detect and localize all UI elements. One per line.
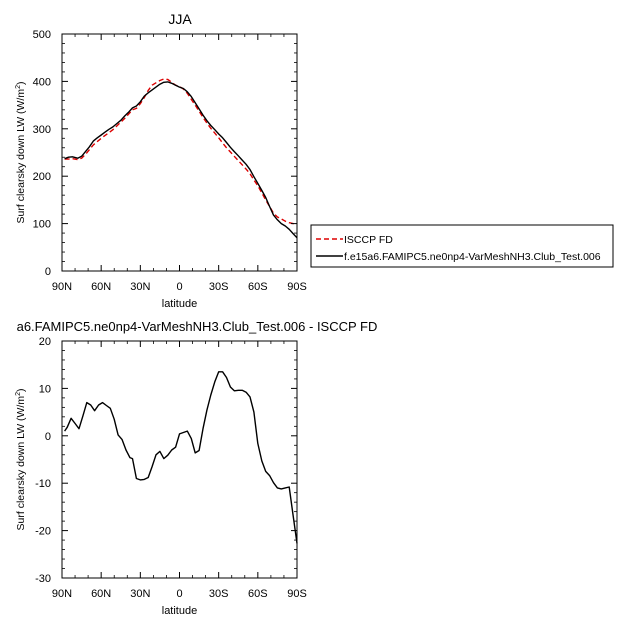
x-tick-label: 60N	[91, 588, 111, 600]
y-tick-label: 400	[33, 76, 51, 88]
y-tick-label: 200	[33, 171, 51, 183]
top-panel-jja: JJA 0 100 200 300 400 500 90N 60N 30N 0 30S 60S 90S la…	[15, 11, 307, 310]
x-axis-label: latitude	[162, 605, 197, 617]
y-tick-label: 10	[39, 383, 51, 395]
x-tick-label: 60N	[91, 281, 111, 293]
legend: ISCCP FD f.e15a6.FAMIPC5.ne0np4-VarMeshNH…	[310, 224, 614, 268]
y-tick-label: -10	[35, 478, 51, 490]
y-axis-label: Surf clearsky down LW (W/m2)	[15, 389, 27, 531]
plot-frame	[61, 33, 298, 272]
legend-label-2: f.e15a6.FAMIPC5.ne0np4-VarMeshNH3.Club_T…	[344, 251, 601, 263]
series-line-1	[64, 371, 298, 544]
x-tick-label: 90N	[52, 588, 72, 600]
bottom-panel-difference: a6.FAMIPC5.ne0np4-VarMeshNH3.Club_Test.0…	[15, 319, 377, 617]
y-tick-label: 20	[39, 336, 51, 348]
chart-title: JJA	[168, 11, 192, 27]
y-tick-label: 500	[33, 29, 51, 41]
y-tick-label: -30	[35, 573, 51, 585]
y-tick-label: 100	[33, 219, 51, 231]
x-tick-label: 30S	[209, 588, 229, 600]
chart-title: a6.FAMIPC5.ne0np4-VarMeshNH3.Club_Test.0…	[17, 319, 378, 334]
series-line-2	[64, 81, 298, 239]
y-tick-label: 0	[45, 431, 51, 443]
x-tick-label: 0	[176, 281, 182, 293]
x-tick-label: 90N	[52, 281, 72, 293]
x-tick-label: 0	[176, 588, 182, 600]
series-line-1	[64, 78, 298, 226]
x-tick-label: 30S	[209, 281, 229, 293]
x-tick-label: 90S	[287, 588, 307, 600]
x-tick-label: 90S	[287, 281, 307, 293]
y-tick-label: 300	[33, 124, 51, 136]
y-axis-label: Surf clearsky down LW (W/m2)	[15, 82, 27, 224]
x-tick-label: 30N	[130, 281, 150, 293]
legend-box	[310, 224, 614, 268]
x-tick-label: 60S	[248, 281, 268, 293]
legend-label-1: ISCCP FD	[344, 234, 393, 246]
x-axis-label: latitude	[162, 298, 197, 310]
x-tick-label: 60S	[248, 588, 268, 600]
y-tick-label: -20	[35, 526, 51, 538]
x-tick-label: 30N	[130, 588, 150, 600]
y-tick-label: 0	[45, 266, 51, 278]
